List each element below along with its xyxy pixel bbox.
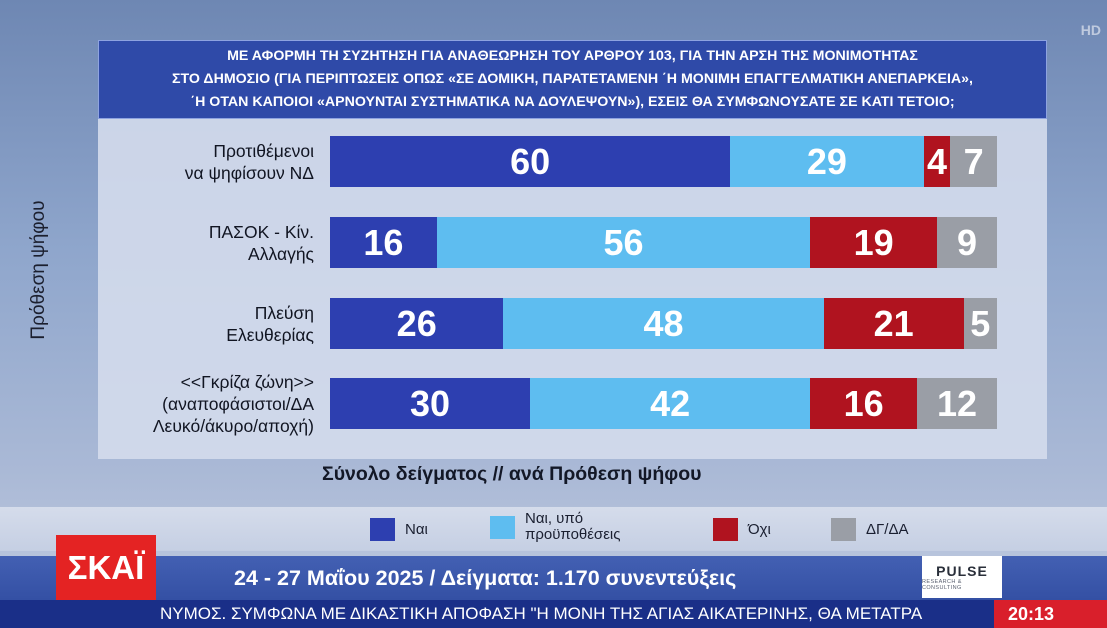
bar-segment: 26 <box>330 298 504 349</box>
data-label: 16 <box>363 221 404 263</box>
bar-segment: 48 <box>503 298 824 349</box>
news-ticker <box>0 600 1107 628</box>
data-label: 16 <box>843 382 884 424</box>
bar-segment: 19 <box>810 217 937 268</box>
bar-segment: 12 <box>916 378 997 429</box>
pollster-subtitle: RESEARCH & CONSULTING <box>922 579 962 591</box>
chart-title: ΜΕ ΑΦΟΡΜΗ ΤΗ ΣΥΖΗΤΗΣΗ ΓΙΑ ΑΝΑΘΕΩΡΗΣΗ ΤΟΥ… <box>98 40 1047 119</box>
chart-title-line: ΣΤΟ ΔΗΜΟΣΙΟ (ΓΙΑ ΠΕΡΙΠΤΩΣΕΙΣ ΟΠΩΣ «ΣΕ ΔΟ… <box>172 71 973 87</box>
legend-swatch <box>370 518 395 541</box>
legend-swatch <box>713 518 738 541</box>
bar-segment: 42 <box>530 378 811 429</box>
category-label-line: Ελευθερίας <box>226 324 314 345</box>
category-label: <<Γκρίζα ζώνη>> (αναποφάσιστοι/ΔΑ Λευκό/άκ… <box>104 371 314 437</box>
legend-label: Όχι <box>748 520 771 538</box>
category-label-line: (αναποφάσιστοι/ΔΑ <box>162 393 314 414</box>
bar-segment: 21 <box>823 298 964 349</box>
data-label: 26 <box>396 302 437 344</box>
legend-swatch <box>831 518 856 541</box>
poll-info: 24 - 27 Μαΐου 2025 / Δείγματα: 1.170 συν… <box>234 566 737 590</box>
legend-item: Ναι, υπό προϋποθέσεις <box>490 511 620 543</box>
category-label-line: να ψηφίσουν ΝΔ <box>184 162 314 183</box>
legend-label-line: Ναι, υπό <box>525 510 584 527</box>
data-label: 19 <box>853 221 894 263</box>
legend-label-line: Ναι <box>405 520 428 538</box>
bar-segment: 56 <box>436 217 811 268</box>
data-label: 42 <box>650 382 691 424</box>
legend-label: ΔΓ/ΔΑ <box>866 520 909 538</box>
category-label-line: <<Γκρίζα ζώνη>> <box>180 371 314 392</box>
data-label: 48 <box>643 302 684 344</box>
news-ticker-text: ΝΥΜΟΣ. ΣΥΜΦΩΝΑ ΜΕ ΔΙΚΑΣΤΙΚΗ ΑΠΟΦΑΣΗ "Η Μ… <box>160 604 923 623</box>
legend <box>0 507 1107 551</box>
legend-item: Ναι <box>370 518 428 541</box>
legend-label-line: ΔΓ/ΔΑ <box>866 520 909 538</box>
legend-item: Όχι <box>713 518 771 541</box>
hd-mark: HD <box>1080 22 1101 38</box>
legend-label-line: προϋποθέσεις <box>525 526 621 543</box>
bar-segment: 4 <box>923 136 951 187</box>
category-label-line: Προτιθέμενοι <box>213 140 314 161</box>
x-axis-title: Σύνολο δείγματος // ανά Πρόθεση ψήφου <box>322 463 702 485</box>
bar-segment: 9 <box>936 217 997 268</box>
category-label-line: Πλεύση <box>254 302 314 323</box>
data-label: 5 <box>970 302 991 344</box>
data-label: 12 <box>936 382 977 424</box>
chart-title-line: ΜΕ ΑΦΟΡΜΗ ΤΗ ΣΥΖΗΤΗΣΗ ΓΙΑ ΑΝΑΘΕΩΡΗΣΗ ΤΟΥ… <box>227 48 918 64</box>
data-label: 9 <box>956 221 977 263</box>
y-axis-title: Πρόθεση ψήφου <box>28 200 49 340</box>
category-label-line: ΠΑΣΟΚ - Κίν. <box>208 221 314 242</box>
data-label: 60 <box>510 140 551 182</box>
pollster-name: PULSE <box>936 563 988 579</box>
legend-label: Ναι <box>405 520 428 538</box>
bar-segment: 16 <box>810 378 917 429</box>
bar-segment: 30 <box>330 378 531 429</box>
legend-swatch <box>490 515 515 539</box>
data-label: 56 <box>603 221 644 263</box>
channel-logo: ΣΚΑΪ <box>56 535 156 600</box>
category-label: Πλεύση Ελευθερίας <box>104 302 314 346</box>
data-label: 29 <box>806 140 847 182</box>
data-label: 30 <box>410 382 451 424</box>
clock: 20:13 <box>994 600 1107 628</box>
data-label: 4 <box>926 140 947 182</box>
legend-label: Ναι, υπό προϋποθέσεις <box>525 511 620 543</box>
data-label: 7 <box>963 140 984 182</box>
pollster-logo: PULSE RESEARCH & CONSULTING <box>922 556 1002 598</box>
chart-title-line: ΄Η ΟΤΑΝ ΚΑΠΟΙΟΙ «ΑΡΝΟΥΝΤΑΙ ΣΥΣΤΗΜΑΤΙΚΑ Ν… <box>190 94 955 110</box>
category-label-line: Αλλαγής <box>248 243 314 264</box>
category-label-line: Λευκό/άκυρο/αποχή) <box>152 415 314 436</box>
legend-item: ΔΓ/ΔΑ <box>831 518 908 541</box>
legend-label-line: Όχι <box>748 520 771 538</box>
bar-segment: 7 <box>950 136 997 187</box>
category-label: ΠΑΣΟΚ - Κίν. Αλλαγής <box>104 221 314 265</box>
data-label: 21 <box>873 302 914 344</box>
bar-segment: 5 <box>963 298 997 349</box>
bar-segment: 16 <box>330 217 437 268</box>
bar-segment: 29 <box>730 136 924 187</box>
bar-segment: 60 <box>330 136 731 187</box>
category-label: Προτιθέμενοι να ψηφίσουν ΝΔ <box>104 140 314 184</box>
